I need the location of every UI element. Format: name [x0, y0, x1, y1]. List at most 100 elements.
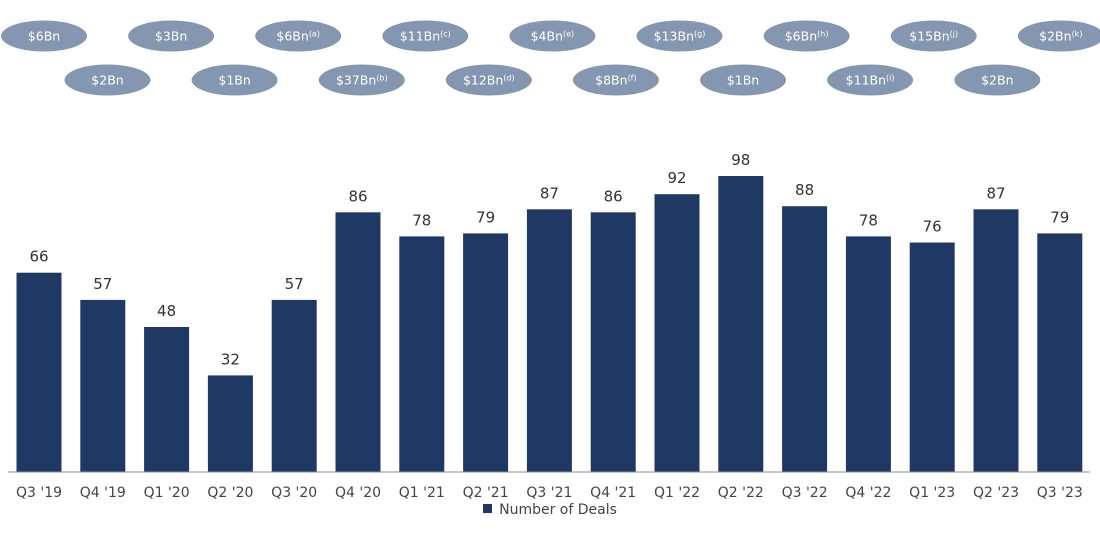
x-tick-label: Q2 '21	[463, 485, 509, 501]
bar-value-labels: 66 57 48 32 57 86 78 79 87 86 92 98 88 78 76 87 79	[29, 151, 1069, 368]
bar	[909, 242, 955, 472]
bar-value-label: 87	[540, 184, 559, 202]
x-tick-label: Q3 '20	[271, 485, 317, 501]
deal-value-bubble: $1Bn	[191, 64, 278, 96]
deal-value-bubble: $15Bn(j)	[890, 20, 977, 52]
x-tick-label: Q1 '23	[909, 485, 955, 501]
bar-value-label: 57	[93, 275, 112, 293]
bubble-label: $15Bn(j)	[909, 29, 958, 44]
x-tick-label: Q3 '21	[526, 485, 572, 501]
bubble-label: $2Bn(k)	[1039, 29, 1082, 44]
deal-value-bubble: $6Bn	[1, 20, 87, 52]
deal-value-bubble: $12Bn(d)	[445, 64, 532, 96]
bar-value-label: 86	[348, 187, 367, 205]
bubble-label: $12Bn(d)	[463, 73, 515, 88]
bubble-shape	[445, 64, 532, 96]
deal-value-bubble: $13Bn(g)	[636, 20, 723, 52]
bar-value-label: 76	[923, 218, 942, 236]
bar	[590, 212, 636, 473]
x-tick-label: Q1 '20	[144, 485, 190, 501]
bubble-shape	[1017, 20, 1100, 52]
x-tick-label: Q2 '23	[973, 485, 1019, 501]
bar	[782, 206, 828, 472]
bubble-label: $2Bn	[981, 73, 1013, 88]
x-tick-label: Q4 '20	[335, 485, 381, 501]
bar	[399, 236, 445, 472]
x-tick-label: Q1 '21	[399, 485, 445, 501]
bar	[463, 233, 509, 472]
bubble-shape	[890, 20, 977, 52]
bar-value-label: 79	[1050, 208, 1069, 226]
bar-value-label: 87	[986, 184, 1005, 202]
bubble-shape	[636, 20, 723, 52]
x-tick-label: Q4 '22	[845, 485, 891, 501]
legend-swatch	[483, 504, 493, 513]
bar	[144, 327, 190, 472]
bars	[16, 176, 1083, 473]
bar-value-label: 66	[29, 248, 48, 266]
bubble-label: $3Bn	[155, 29, 187, 44]
bar	[80, 299, 126, 472]
deal-value-bubble: $1Bn	[700, 64, 786, 96]
bubble-label: $1Bn	[727, 73, 759, 88]
bar-value-label: 48	[157, 302, 176, 320]
bar	[271, 299, 317, 472]
deal-value-bubble: $2Bn	[954, 64, 1041, 96]
bar	[526, 209, 572, 473]
bar	[973, 209, 1019, 473]
x-tick-label: Q4 '21	[590, 485, 636, 501]
bar	[335, 212, 381, 473]
bubble-shape	[509, 20, 596, 52]
bubble-shape	[572, 64, 659, 96]
deal-value-bubble: $3Bn	[128, 20, 215, 52]
bubble-label: $11Bn(c)	[400, 29, 451, 44]
bubble-shape	[64, 64, 151, 96]
bubble-shape	[255, 20, 342, 52]
bar	[845, 236, 891, 472]
x-tick-label: Q4 '19	[80, 485, 126, 501]
bubble-label: $4Bn(e)	[531, 29, 575, 44]
deal-value-bubble: $6Bn(h)	[763, 20, 850, 52]
bar-value-label: 86	[604, 187, 623, 205]
bar-value-label: 98	[731, 151, 750, 169]
x-tick-label: Q1 '22	[654, 485, 700, 501]
bubble-shape	[700, 64, 786, 96]
bar-value-label: 79	[476, 208, 495, 226]
deal-value-bubble: $11Bn(c)	[382, 20, 469, 52]
x-tick-label: Q3 '19	[16, 485, 62, 501]
bubble-label: $6Bn	[28, 29, 60, 44]
bar-value-label: 32	[221, 350, 240, 368]
bubble-label: $1Bn	[218, 73, 250, 88]
bubble-label: $8Bn(f)	[595, 73, 636, 88]
bar	[207, 375, 253, 472]
bubble-label: $6Bn(a)	[276, 29, 320, 44]
bar	[16, 272, 62, 472]
bubble-label: $13Bn(g)	[654, 29, 706, 44]
bar-value-label: 92	[667, 169, 686, 187]
x-tick-labels: Q3 '19 Q4 '19 Q1 '20 Q2 '20 Q3 '20 Q4 '20 Q1 '…	[16, 485, 1083, 501]
bar	[654, 194, 700, 472]
x-tick-label: Q2 '22	[718, 485, 764, 501]
deal-value-bubbles: $6Bn $2Bn $3Bn $1Bn $6Bn(a) $37Bn(b) $11Bn(c) $…	[1, 20, 1100, 96]
bar	[718, 176, 764, 472]
legend: Number of Deals	[0, 502, 1100, 518]
legend-label: Number of Deals	[499, 502, 617, 518]
bubble-label: $37Bn(b)	[336, 73, 388, 88]
bubble-shape	[1, 20, 87, 52]
bar-value-label: 57	[285, 275, 304, 293]
bubble-label: $11Bn(i)	[846, 73, 895, 88]
bubble-label: $2Bn	[91, 73, 123, 88]
deal-value-bubble: $6Bn(a)	[255, 20, 342, 52]
deal-value-bubble: $2Bn	[64, 64, 151, 96]
bubble-shape	[191, 64, 278, 96]
bar-value-label: 78	[859, 211, 878, 229]
bubble-shape	[954, 64, 1041, 96]
deal-value-bubble: $2Bn(k)	[1017, 20, 1100, 52]
bubble-shape	[763, 20, 850, 52]
bar-value-label: 88	[795, 181, 814, 199]
deal-value-bubble: $37Bn(b)	[318, 64, 405, 96]
bubble-shape	[318, 64, 405, 96]
deal-value-bubble: $4Bn(e)	[509, 20, 596, 52]
x-tick-label: Q3 '22	[782, 485, 828, 501]
